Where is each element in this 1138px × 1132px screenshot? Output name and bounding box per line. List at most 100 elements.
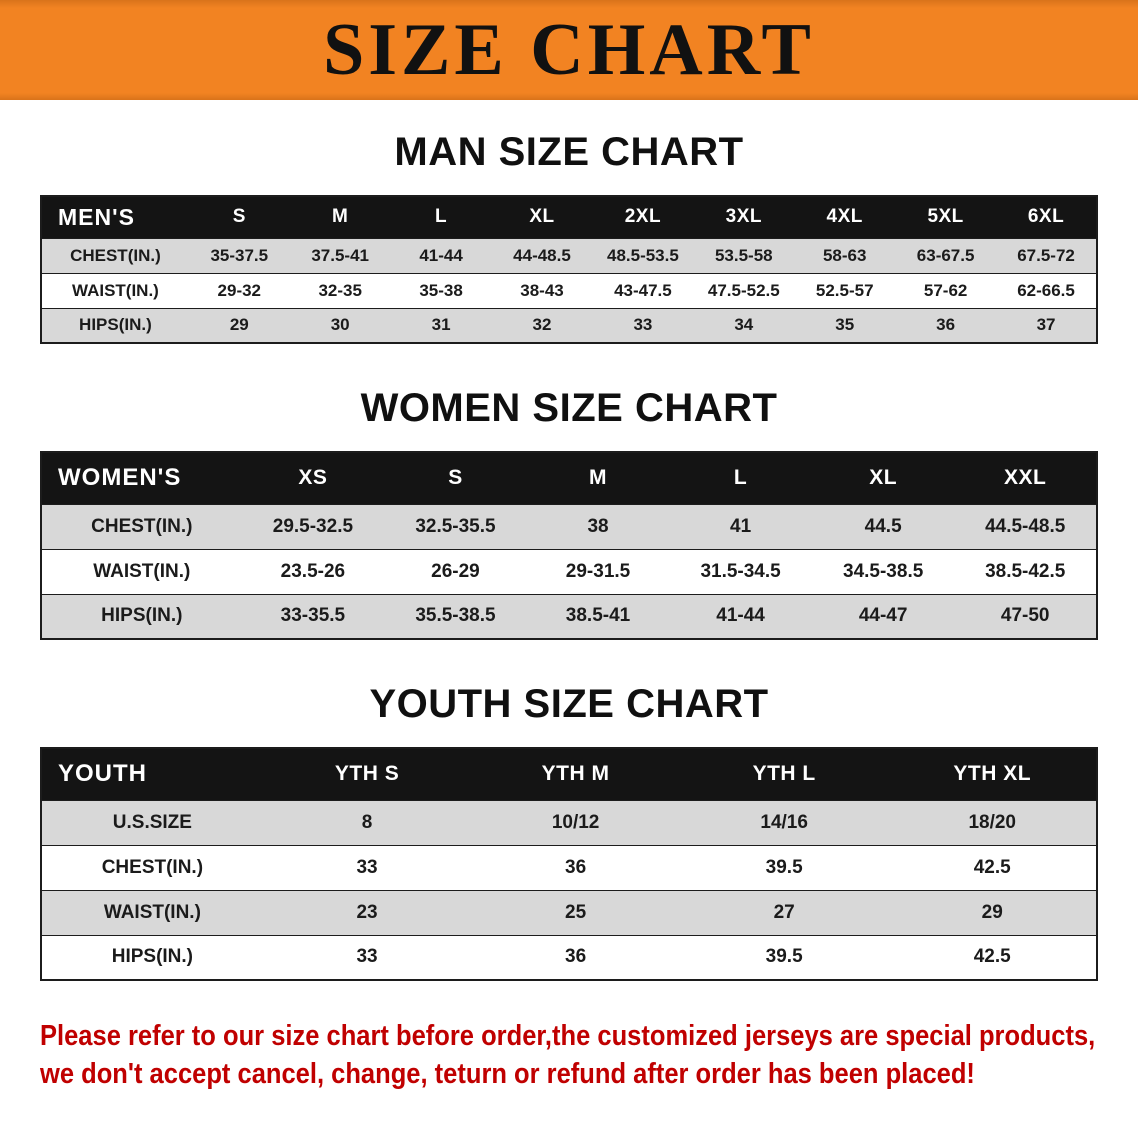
size-value: 37 [1036, 315, 1056, 335]
size-value: 32 [532, 315, 552, 335]
disclaimer: Please refer to our size chart before or… [40, 1017, 1098, 1094]
size-value: 36 [565, 856, 587, 878]
size-value: 32-35 [318, 280, 362, 300]
size-value: 32.5-35.5 [415, 515, 496, 537]
row-label: HIPS(IN.) [79, 315, 152, 335]
table-header-row: YOUTH YTH S YTH M YTH L YTH XL [41, 748, 1097, 800]
size-value: 67.5-72 [1017, 245, 1075, 265]
table-row: HIPS(IN.) 33 36 39.5 42.5 [41, 935, 1097, 980]
size-value: 29 [981, 901, 1003, 923]
size-value: 57-62 [923, 280, 968, 300]
size-column-header: M [526, 452, 670, 504]
size-value: 39.5 [765, 946, 803, 968]
size-value: 52.5-57 [815, 280, 874, 300]
size-value: 42.5 [973, 946, 1011, 968]
row-label: WAIST(IN.) [103, 901, 201, 923]
size-value: 38 [587, 515, 609, 537]
table-corner-label: MEN'S [41, 196, 189, 238]
size-column-header: 2XL [592, 196, 694, 238]
size-value: 44-48.5 [513, 245, 571, 265]
table-corner-label: WOMEN'S [41, 452, 242, 504]
size-value: 35 [835, 315, 855, 335]
size-column-header: XXL [954, 452, 1097, 504]
row-label: WAIST(IN.) [71, 280, 159, 300]
table-header-row: WOMEN'S XS S M L XL XXL [41, 452, 1097, 504]
size-value: 37.5-41 [311, 245, 370, 265]
size-value: 31 [431, 315, 451, 335]
size-value: 31.5-34.5 [700, 560, 781, 582]
size-column-header: M [289, 196, 391, 238]
size-value: 35.5-38.5 [415, 605, 496, 627]
size-value: 29-31.5 [565, 560, 631, 582]
size-value: 14/16 [760, 811, 808, 833]
size-value: 38.5-42.5 [985, 560, 1066, 582]
size-value: 38.5-41 [565, 605, 631, 627]
size-value: 41 [730, 515, 752, 537]
size-value: 62-66.5 [1017, 280, 1075, 300]
size-column-header: S [384, 452, 527, 504]
size-value: 42.5 [973, 856, 1011, 878]
size-value: 33 [633, 315, 653, 335]
size-column-header: 4XL [794, 196, 896, 238]
disclaimer-line-1: Please refer to our size chart before or… [40, 1020, 1096, 1052]
size-column-header: XL [811, 452, 955, 504]
section-womens: WOMEN SIZE CHART WOMEN'S XS S M L XL XXL CHEST(I… [40, 386, 1098, 640]
row-label: HIPS(IN.) [101, 605, 183, 627]
size-value: 43-47.5 [614, 280, 672, 300]
table-corner-label: YOUTH [41, 748, 263, 800]
size-column-header: 5XL [895, 196, 997, 238]
table-row: HIPS(IN.) 29 30 31 32 33 34 35 36 37 [41, 308, 1097, 343]
youth-size-table: YOUTH YTH S YTH M YTH L YTH XL U.S.SIZE 8 10/12… [40, 747, 1098, 981]
size-column-header: L [390, 196, 492, 238]
table-row: WAIST(IN.) 29-32 32-35 35-38 38-43 43-47.5 47.… [41, 273, 1097, 308]
size-value: 8 [361, 811, 373, 833]
size-column-header: YTH M [471, 748, 680, 800]
size-value: 48.5-53.5 [606, 245, 679, 265]
size-value: 29.5-32.5 [272, 515, 354, 537]
row-label: WAIST(IN.) [93, 560, 191, 582]
size-column-header: YTH XL [888, 748, 1097, 800]
size-value: 29-32 [217, 280, 262, 300]
banner-title: SIZE CHART [323, 9, 815, 91]
size-value: 26-29 [431, 560, 480, 582]
table-row: U.S.SIZE 8 10/12 14/16 18/20 [41, 800, 1097, 845]
size-column-header: L [669, 452, 812, 504]
size-value: 29 [229, 315, 249, 335]
table-row: WAIST(IN.) 23.5-26 26-29 29-31.5 31.5-34.5 34… [41, 549, 1097, 594]
size-column-header: YTH S [262, 748, 472, 800]
row-label: HIPS(IN.) [111, 946, 194, 968]
size-value: 53.5-58 [714, 245, 773, 265]
table-row: CHEST(IN.) 35-37.5 37.5-41 41-44 44-48.5 48.5… [41, 238, 1097, 273]
size-value: 18/20 [968, 811, 1016, 833]
size-value: 47-50 [1000, 605, 1050, 627]
row-label: CHEST(IN.) [101, 856, 204, 878]
size-value: 41-44 [716, 605, 765, 627]
size-value: 35-37.5 [210, 245, 269, 265]
section-mens: MAN SIZE CHART MEN'S S M L XL 2XL 3XL 4XL 5XL 6XL C… [40, 130, 1098, 344]
size-value: 44.5 [864, 515, 902, 537]
size-value: 41-44 [419, 245, 463, 265]
size-value: 47.5-52.5 [707, 280, 780, 300]
sections-container: MAN SIZE CHART MEN'S S M L XL 2XL 3XL 4XL 5XL 6XL C… [0, 130, 1138, 981]
size-column-header: S [188, 196, 290, 238]
size-value: 63-67.5 [916, 245, 975, 265]
size-value: 33 [356, 946, 378, 968]
youth-heading: YOUTH SIZE CHART [369, 682, 769, 726]
table-row: WAIST(IN.) 23 25 27 29 [41, 890, 1097, 935]
row-label: CHEST(IN.) [91, 515, 193, 537]
size-column-header: YTH L [679, 748, 889, 800]
size-value: 35-38 [419, 280, 463, 300]
table-row: HIPS(IN.) 33-35.5 35.5-38.5 38.5-41 41-44 44-… [41, 594, 1097, 639]
size-value: 33 [356, 856, 378, 878]
section-youth: YOUTH SIZE CHART YOUTH YTH S YTH M YTH L YTH … [40, 682, 1098, 981]
size-value: 33-35.5 [280, 605, 346, 627]
disclaimer-line-2: we don't accept cancel, change, teturn o… [40, 1058, 975, 1091]
size-value: 27 [773, 901, 795, 923]
size-value: 23 [356, 901, 378, 923]
size-value: 23.5-26 [280, 560, 346, 582]
size-value: 36 [565, 946, 587, 968]
table-header-row: MEN'S S M L XL 2XL 3XL 4XL 5XL 6XL [41, 196, 1097, 238]
size-value: 38-43 [520, 280, 564, 300]
size-column-header: 6XL [996, 196, 1097, 238]
table-row: CHEST(IN.) 33 36 39.5 42.5 [41, 845, 1097, 890]
